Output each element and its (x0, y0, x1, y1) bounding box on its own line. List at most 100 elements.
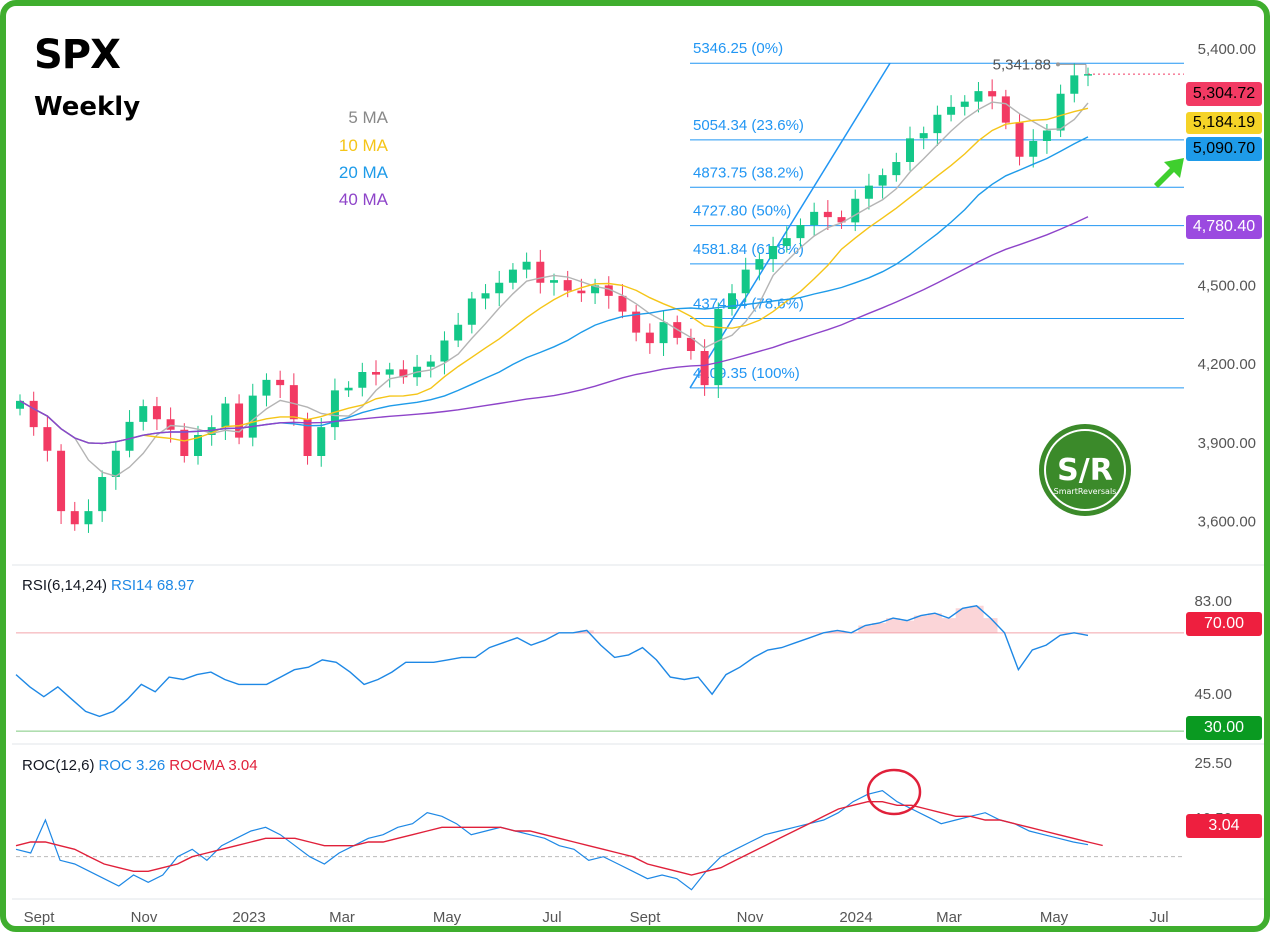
candle-body (851, 198, 860, 223)
candle-body (508, 269, 517, 283)
candle-body (700, 351, 709, 386)
candle-body (892, 162, 901, 176)
candle-body (536, 261, 545, 283)
candle-body (550, 280, 558, 283)
candle-body (426, 361, 435, 367)
candle-body (988, 91, 997, 97)
rsi14-line (15, 605, 1089, 718)
candle-body (358, 372, 367, 388)
candle-body (810, 211, 819, 225)
fib-level-label: 4109.35 (100%) (693, 365, 800, 382)
x-tick-label: Jul (542, 909, 561, 926)
candle-body (577, 290, 586, 294)
x-tick-label: Nov (131, 909, 158, 926)
candle-body (139, 406, 148, 422)
candle-body (495, 282, 504, 294)
candle-body (125, 421, 134, 451)
y-tick-label: 4,500.00 (1198, 277, 1256, 294)
candle-body (43, 427, 52, 451)
logo-ring (1044, 429, 1126, 511)
candle-body (823, 211, 832, 218)
x-tick-label: Mar (329, 909, 355, 926)
candle-body (152, 406, 161, 420)
logo-badge (1039, 424, 1131, 516)
candle-body (481, 293, 490, 299)
rocma-line (15, 801, 1103, 876)
y-tick-label: 3,900.00 (1198, 435, 1256, 452)
rsi-label: RSI(6,14,24) RSI14 68.97 (22, 577, 194, 594)
price-tag-last: 5,304.72 (1186, 82, 1262, 106)
candle-body (1070, 75, 1079, 94)
x-tick-label: Jul (1149, 909, 1168, 926)
candle-body (207, 427, 216, 435)
candle-body (960, 101, 969, 107)
y-tick-label: 4,200.00 (1198, 356, 1256, 373)
rsi-name: RSI(6,14,24) (22, 577, 108, 594)
roc-name: ROC(12,6) (22, 757, 95, 774)
logo-text: S/R (1057, 453, 1113, 488)
candle-body (864, 185, 873, 199)
chart-subtitle: Weekly (34, 92, 141, 122)
candle-body (57, 450, 66, 512)
candle-body (1029, 141, 1038, 157)
rocma-value: ROCMA 3.04 (169, 757, 258, 774)
candle-body (906, 138, 914, 162)
candle-body (741, 269, 750, 294)
candle-body (467, 298, 476, 325)
x-tick-label: Mar (936, 909, 962, 926)
candle-body (1056, 93, 1065, 131)
candle-body (686, 337, 695, 351)
legend-ma10: 10 MA (338, 136, 388, 155)
candle-body (659, 322, 668, 344)
rsi-tick-label: 45.00 (1194, 686, 1232, 703)
candle-body (303, 419, 312, 456)
candle-body (262, 379, 271, 396)
x-tick-label: Sept (630, 909, 662, 926)
high-marker-label: 5,341.88 (993, 56, 1051, 73)
rsi-overbought-fill (579, 605, 998, 633)
ma40-line (19, 216, 1089, 445)
x-tick-label: May (433, 909, 462, 926)
rsi-tick-label: 83.00 (1194, 593, 1232, 610)
candle-body (522, 261, 531, 270)
price-tag-ma40: 4,780.40 (1186, 215, 1262, 239)
candle-body (84, 511, 93, 525)
candle-body (632, 311, 641, 333)
fib-level-label: 5054.34 (23.6%) (693, 117, 804, 134)
candle-body (878, 175, 887, 186)
chart-title: SPX (34, 32, 121, 78)
roc-value: ROC 3.26 (98, 757, 166, 774)
fib-level-label: 4873.75 (38.2%) (693, 164, 804, 181)
candle-body (1084, 74, 1092, 76)
candle-body (235, 403, 244, 438)
x-tick-label: Sept (24, 909, 56, 926)
candle-body (194, 435, 202, 456)
candle-body (604, 285, 613, 296)
candle-body (166, 419, 175, 430)
x-tick-label: 2024 (839, 909, 872, 926)
candle-body (769, 246, 778, 260)
candle-body (782, 238, 791, 246)
legend-ma20: 20 MA (338, 163, 388, 182)
candle-body (645, 332, 654, 344)
rsi-tag-lower: 30.00 (1186, 716, 1262, 740)
candle-body (440, 340, 449, 362)
candle-body (454, 324, 463, 341)
candle-body (111, 450, 120, 477)
legend-ma40: 40 MA (338, 190, 388, 209)
candle-body (372, 372, 380, 375)
candle-body (330, 390, 339, 428)
candle-body (1001, 96, 1010, 123)
y-tick-label: 3,600.00 (1198, 514, 1256, 531)
candle-body (317, 427, 326, 456)
rsi-value: RSI14 68.97 (111, 577, 195, 594)
candle-body (563, 280, 572, 291)
fib-level-label: 4727.80 (50%) (693, 203, 791, 220)
candle-body (248, 395, 257, 438)
fib-level-label: 5346.25 (0%) (693, 40, 783, 57)
candle-body (276, 379, 285, 386)
chart-canvas: 5,400.00 4,500.00 4,200.00 3,900.00 3,600.00… (12, 40, 1264, 926)
candle-body (98, 477, 107, 512)
ma10-line (19, 107, 1089, 445)
roc-tick-label: 25.50 (1194, 755, 1232, 772)
